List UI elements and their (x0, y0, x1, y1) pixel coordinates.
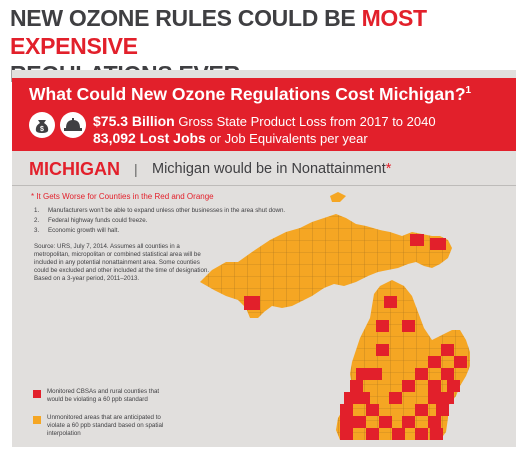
divider (12, 185, 516, 186)
cost-question-title: What Could New Ozone Regulations Cost Mi… (29, 84, 472, 104)
money-bag-icon: $ (29, 112, 55, 138)
gsp-loss-value: $75.3 Billion (93, 113, 175, 129)
nonattainment-status: Michigan would be in Nonattainment* (152, 161, 392, 177)
legend-swatch-red (33, 390, 41, 398)
headline-part1: NEW OZONE RULES COULD BE (10, 5, 362, 31)
headline-highlight: MOST EXPENSIVE (10, 5, 427, 59)
jobs-loss-value: 83,092 Lost Jobs (93, 130, 206, 146)
state-status-row: MICHIGAN | Michigan would be in Nonattai… (12, 155, 516, 185)
notes-title: * It Gets Worse for Counties in the Red … (31, 192, 214, 201)
source-note: Source: URS, July 7, 2014. Assumes all c… (34, 243, 210, 282)
legend-swatch-orange (33, 416, 41, 424)
footnote-marker: 1 (465, 85, 472, 97)
jobs-loss-line: 83,092 Lost Jobs or Job Equivalents per … (93, 130, 368, 146)
upper-peninsula (200, 192, 452, 318)
stat-icons: $ (29, 112, 87, 142)
note-item: 1. Manufacturers won't be able to expand … (34, 207, 286, 214)
gsp-loss-line: $75.3 Billion Gross State Product Loss f… (93, 113, 436, 129)
notes-list: 1. Manufacturers won't be able to expand … (34, 206, 285, 236)
cost-stats: $75.3 Billion Gross State Product Loss f… (93, 113, 436, 147)
note-item: 2. Federal highway funds could freeze. (34, 217, 148, 224)
svg-text:$: $ (40, 126, 44, 133)
note-item: 3. Economic growth will halt. (34, 227, 120, 234)
lower-peninsula (336, 280, 470, 440)
hard-hat-icon (60, 112, 86, 138)
state-name: MICHIGAN (29, 159, 120, 179)
separator: | (134, 161, 138, 177)
cost-header-box: What Could New Ozone Regulations Cost Mi… (12, 78, 516, 151)
